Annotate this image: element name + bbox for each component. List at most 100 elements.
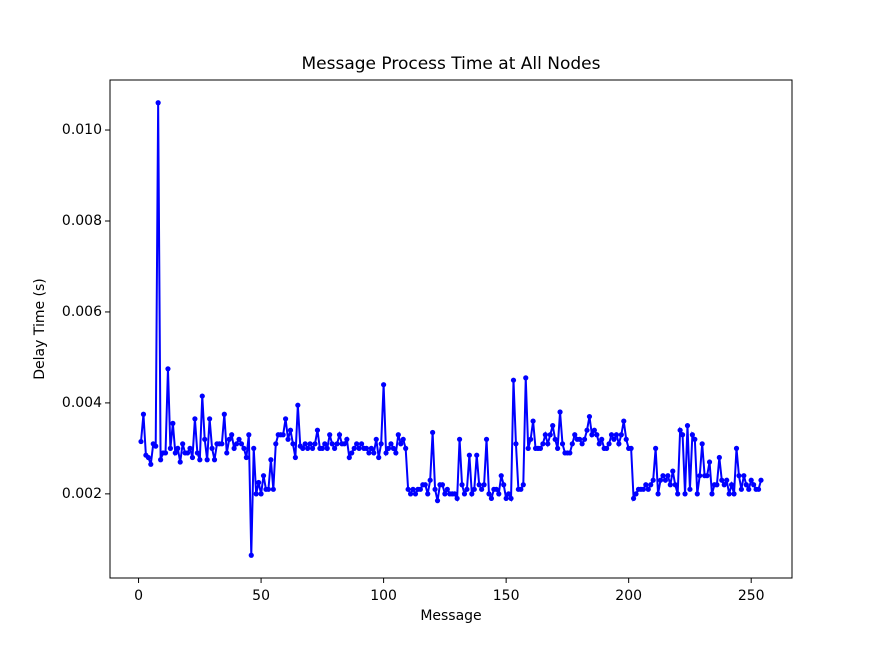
data-point: [138, 438, 144, 445]
data-point: [606, 441, 612, 447]
data-point: [640, 486, 646, 492]
data-point: [407, 491, 414, 497]
data-point: [559, 441, 566, 447]
data-point: [194, 450, 200, 456]
data-point: [630, 495, 637, 502]
data-point: [165, 366, 171, 372]
data-point: [366, 450, 372, 456]
data-point: [383, 450, 389, 456]
data-point: [537, 445, 544, 451]
y-tick-label: 0.004: [62, 395, 102, 411]
data-point: [231, 445, 237, 451]
data-point: [596, 441, 602, 447]
data-point: [746, 486, 752, 492]
data-point: [442, 491, 448, 497]
data-point: [670, 468, 676, 474]
data-point: [268, 457, 274, 463]
data-point: [550, 423, 556, 429]
data-point: [569, 441, 575, 447]
data-point: [493, 486, 499, 492]
data-point: [393, 450, 399, 456]
data-point: [743, 482, 749, 488]
data-point: [726, 491, 732, 497]
data-point: [508, 495, 514, 502]
data-point: [567, 450, 573, 456]
data-point: [349, 450, 355, 456]
data-point: [341, 441, 347, 447]
data-point: [523, 375, 529, 381]
data-point: [322, 441, 328, 447]
data-point: [758, 477, 764, 483]
data-point: [456, 436, 463, 442]
data-point: [197, 457, 203, 463]
data-point: [452, 491, 458, 497]
data-point: [405, 486, 411, 492]
data-point: [469, 491, 475, 497]
data-point: [542, 432, 548, 438]
data-point: [378, 441, 384, 447]
data-point: [454, 495, 460, 502]
plot-frame: [109, 79, 793, 579]
data-point: [219, 441, 225, 447]
data-point: [153, 443, 159, 449]
data-point: [594, 432, 600, 438]
data-point: [180, 441, 186, 447]
data-point: [643, 482, 649, 488]
data-point: [175, 445, 181, 451]
data-point: [665, 473, 671, 479]
data-point: [719, 477, 725, 483]
data-point: [356, 445, 362, 451]
data-point: [273, 441, 279, 447]
data-point: [623, 436, 629, 442]
data-point: [260, 473, 267, 479]
data-point: [371, 450, 377, 456]
data-point: [721, 482, 727, 488]
data-point: [724, 477, 730, 483]
data-point: [579, 441, 585, 447]
data-point: [704, 473, 710, 479]
y-axis-label: Delay Time (s): [32, 278, 48, 380]
data-point: [496, 491, 502, 497]
data-point: [604, 445, 610, 451]
data-point: [444, 486, 450, 492]
data-point: [618, 432, 624, 438]
chart-title: Message Process Time at All Nodes: [301, 54, 600, 74]
data-point: [731, 491, 737, 497]
data-point: [155, 100, 161, 106]
data-point: [653, 445, 659, 451]
data-point: [699, 441, 705, 447]
data-point: [733, 445, 740, 451]
data-point: [233, 441, 240, 447]
data-point: [395, 432, 401, 438]
data-point: [657, 477, 664, 483]
x-tick-label: 100: [370, 588, 397, 604]
data-point: [677, 427, 683, 433]
data-point: [229, 432, 235, 438]
data-point: [373, 436, 379, 442]
data-point: [270, 486, 276, 492]
data-point: [398, 441, 404, 447]
data-point: [307, 441, 313, 447]
data-point: [314, 427, 321, 433]
y-tick-label: 0.010: [62, 122, 102, 138]
data-point: [655, 491, 661, 497]
y-tick-label: 0.006: [62, 304, 102, 320]
data-point: [295, 402, 301, 408]
y-tick-label: 0.002: [62, 486, 102, 502]
data-point: [158, 457, 164, 463]
x-tick-label: 50: [252, 588, 270, 604]
data-point: [466, 452, 472, 458]
data-point: [679, 432, 686, 438]
data-point: [292, 454, 298, 461]
data-point: [518, 486, 524, 492]
data-point: [616, 441, 622, 447]
x-tick-label: 250: [738, 588, 765, 604]
data-point: [309, 445, 316, 451]
data-point: [555, 445, 561, 451]
data-point: [236, 436, 242, 442]
y-tick-label: 0.008: [62, 213, 102, 229]
data-point: [505, 491, 512, 497]
data-point: [591, 427, 597, 433]
data-point: [525, 445, 531, 451]
